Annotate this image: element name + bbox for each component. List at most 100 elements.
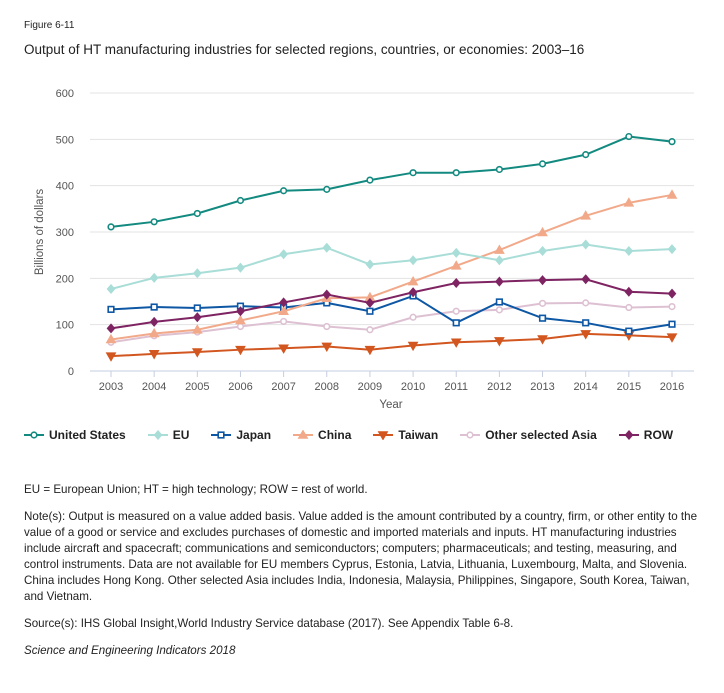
x-tick-label: 2008 [315,381,339,393]
data-point [582,299,590,307]
series-line [110,278,673,330]
y-axis-label: Billions of dollars [34,189,46,276]
data-point [495,276,504,287]
data-point [494,244,505,254]
data-point [668,320,676,328]
data-point [408,255,418,266]
legend-marker [624,430,634,440]
legend-item[interactable]: United States [24,428,126,442]
y-tick-label: 600 [56,88,74,100]
data-point [148,327,160,338]
data-point [106,323,116,334]
legend-label: EU [172,428,190,442]
publication: Science and Engineering Indicators 2018 [24,644,236,657]
legend-marker [466,431,474,439]
data-point [105,352,117,362]
legend-label: ROW [643,428,674,442]
series-line [110,193,673,341]
y-tick-label: 100 [56,320,74,332]
data-point [667,244,677,255]
data-point [323,322,331,331]
x-axis-label: Year [379,399,402,411]
data-point [624,286,634,297]
x-tick-label: 2006 [228,381,252,393]
data-point [580,330,592,340]
data-point [580,210,592,220]
data-point [191,348,203,358]
data-point [364,345,376,356]
data-point [279,297,288,308]
chart-title: Output of HT manufacturing industries fo… [24,42,585,57]
data-point [150,218,158,226]
x-tick-label: 2004 [142,381,166,393]
data-point [322,289,332,300]
data-point [495,165,503,174]
abbreviations: EU = European Union; HT = high technolog… [24,483,368,496]
x-tick-label: 2003 [99,381,123,393]
legend-item[interactable]: EU [147,428,190,442]
data-point [365,259,375,270]
data-point [625,327,633,335]
data-point [582,151,590,159]
square-marker-icon [211,431,232,439]
data-point [538,299,547,307]
legend-label: Taiwan [398,428,439,442]
data-point [538,160,547,168]
series-china [105,189,678,344]
line-chart: 0 100 200 300 400 500 600 2003 2004 2005 2006 2007 2… [34,88,694,411]
data-point [107,223,115,231]
data-point [409,313,417,321]
data-point [236,262,245,273]
legend-marker [153,430,163,440]
data-point [407,275,419,286]
data-point [582,319,590,327]
data-point [365,297,375,308]
y-tick-label: 500 [56,134,74,146]
legend-label: Other selected Asia [485,428,597,442]
legend-marker [30,431,38,439]
legend-item[interactable]: ROW [618,428,674,442]
data-point [666,189,678,199]
series-line [110,301,673,344]
x-tick-label: 2015 [617,381,641,393]
data-point [149,272,159,283]
data-point [322,242,332,253]
data-point [581,239,591,250]
legend-item[interactable]: Japan [211,428,271,442]
x-tick-label: 2010 [401,381,425,393]
notes: EU = European Union; HT = high technolog… [24,482,704,670]
series-line [110,243,673,290]
data-point [193,209,201,218]
data-point [624,245,634,257]
data-point [625,132,633,141]
legend-marker [217,431,225,439]
legend-item[interactable]: Taiwan [373,428,438,442]
data-point [668,138,676,146]
series-line [110,135,673,228]
data-point [667,288,677,299]
y-tick-label: 300 [56,227,74,239]
data-point [106,283,116,295]
data-point [148,350,160,360]
series-united-states [107,132,676,231]
data-point [581,274,591,285]
x-tick-label: 2013 [530,381,554,393]
data-point [538,275,547,286]
data-point [193,304,201,312]
data-point [191,324,203,334]
note-text: Note(s): Output is measured on a value a… [24,510,698,603]
x-tick-label: 2005 [185,381,209,393]
data-point [538,245,547,257]
series-eu [106,239,677,295]
data-point [451,247,461,258]
data-point [107,305,115,313]
data-point [235,345,246,356]
y-tick-label: 200 [56,273,74,285]
data-point [495,298,503,306]
data-point [278,305,289,316]
data-point [452,319,460,327]
triangle-up-marker-icon [293,430,314,439]
legend-item[interactable]: Other selected Asia [460,428,597,442]
legend-item[interactable]: China [293,428,351,442]
